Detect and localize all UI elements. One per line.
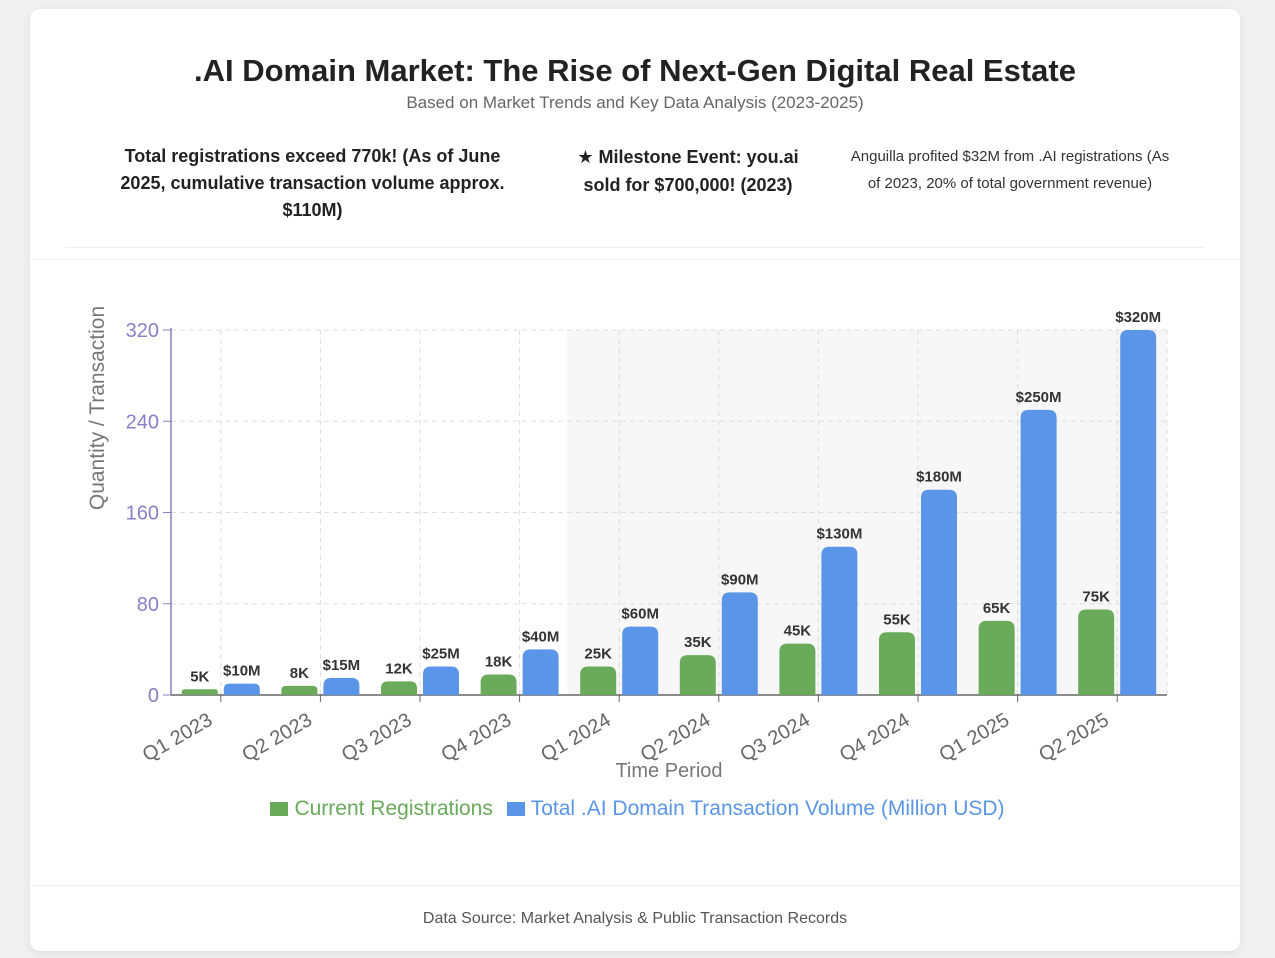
bar-registrations[interactable] — [779, 643, 816, 695]
data-label: $40M — [522, 628, 560, 645]
x-tick-label: Q4 2024 — [836, 709, 913, 766]
bar-registrations[interactable] — [281, 685, 318, 695]
legend-label: Total .AI Domain Transaction Volume (Mil… — [530, 797, 1005, 820]
stat-anguilla: Anguilla profited $32M from .AI registra… — [850, 148, 1170, 192]
bar-volume[interactable] — [323, 677, 360, 695]
y-tick-label: 160 — [126, 503, 159, 525]
data-label: 55K — [883, 611, 911, 628]
bar-registrations[interactable] — [181, 689, 218, 695]
stat-registrations: Total registrations exceed 770k! (As of … — [120, 146, 505, 220]
x-tick-label: Q2 2024 — [637, 709, 714, 766]
legend-item-volume[interactable]: Total .AI Domain Transaction Volume (Mil… — [506, 797, 1005, 821]
y-axis-title: Quantity / Transaction — [86, 306, 109, 510]
data-source: Data Source: Market Analysis & Public Tr… — [422, 910, 848, 927]
data-label: 5K — [190, 668, 209, 685]
legend-swatch — [506, 802, 525, 816]
bar-registrations[interactable] — [1078, 609, 1115, 695]
x-tick-label: Q2 2025 — [1035, 709, 1112, 766]
x-tick-label: Q3 2023 — [338, 709, 415, 766]
bar-volume[interactable] — [223, 683, 260, 695]
y-tick-label: 320 — [126, 320, 159, 342]
bar-volume[interactable] — [721, 592, 758, 695]
divider — [65, 247, 1205, 248]
bar-volume[interactable] — [622, 626, 659, 695]
data-label: 45K — [784, 623, 812, 640]
bar-volume[interactable] — [522, 649, 559, 695]
chart-legend: Current Registrations Total .AI Domain T… — [0, 797, 1275, 822]
data-label: $130M — [816, 526, 862, 543]
divider — [30, 885, 1240, 886]
y-tick-label: 80 — [137, 594, 159, 616]
bar-volume[interactable] — [921, 489, 957, 695]
y-tick-label: 0 — [148, 685, 159, 707]
data-label: $320M — [1115, 309, 1161, 326]
bar-volume[interactable] — [1120, 330, 1157, 695]
bar-registrations[interactable] — [679, 655, 716, 695]
x-tick-label: Q2 2023 — [238, 709, 315, 766]
divider — [30, 259, 1240, 260]
data-label: 65K — [983, 600, 1011, 617]
stat-milestone: ★ Milestone Event: you.ai sold for $700,… — [577, 147, 799, 195]
bar-volume[interactable] — [1020, 409, 1057, 695]
data-label: $180M — [916, 469, 962, 486]
data-label: 12K — [385, 660, 413, 677]
x-tick-label: Q1 2024 — [537, 709, 614, 766]
data-label: 18K — [485, 653, 513, 670]
x-axis-title: Time Period — [615, 760, 722, 782]
page-title: .AI Domain Market: The Rise of Next-Gen … — [194, 53, 1076, 88]
data-label: $10M — [223, 663, 261, 680]
legend-swatch — [270, 802, 289, 816]
data-label: 75K — [1082, 588, 1110, 605]
x-tick-label: Q1 2023 — [139, 709, 216, 766]
x-tick-label: Q1 2025 — [936, 709, 1013, 766]
x-tick-label: Q3 2024 — [736, 709, 813, 766]
data-label: 8K — [290, 665, 309, 682]
bar-registrations[interactable] — [879, 632, 915, 695]
data-label: $15M — [323, 657, 361, 674]
y-tick-label: 240 — [126, 411, 159, 433]
data-label: $90M — [721, 571, 759, 588]
bar-registrations[interactable] — [580, 666, 617, 695]
bar-registrations[interactable] — [978, 620, 1015, 695]
legend-item-registrations[interactable]: Current Registrations — [270, 797, 493, 821]
page-subtitle: Based on Market Trends and Key Data Anal… — [406, 93, 864, 112]
data-label: $25M — [422, 645, 460, 662]
data-label: $250M — [1016, 389, 1062, 406]
data-label: 25K — [584, 645, 612, 662]
bar-volume[interactable] — [821, 546, 858, 695]
data-label: $60M — [621, 606, 659, 623]
bar-registrations[interactable] — [381, 681, 417, 695]
data-label: 35K — [684, 634, 712, 651]
x-tick-label: Q4 2023 — [438, 709, 515, 766]
bar-registrations[interactable] — [480, 674, 517, 695]
bar-volume[interactable] — [423, 666, 459, 695]
legend-label: Current Registrations — [294, 797, 493, 820]
